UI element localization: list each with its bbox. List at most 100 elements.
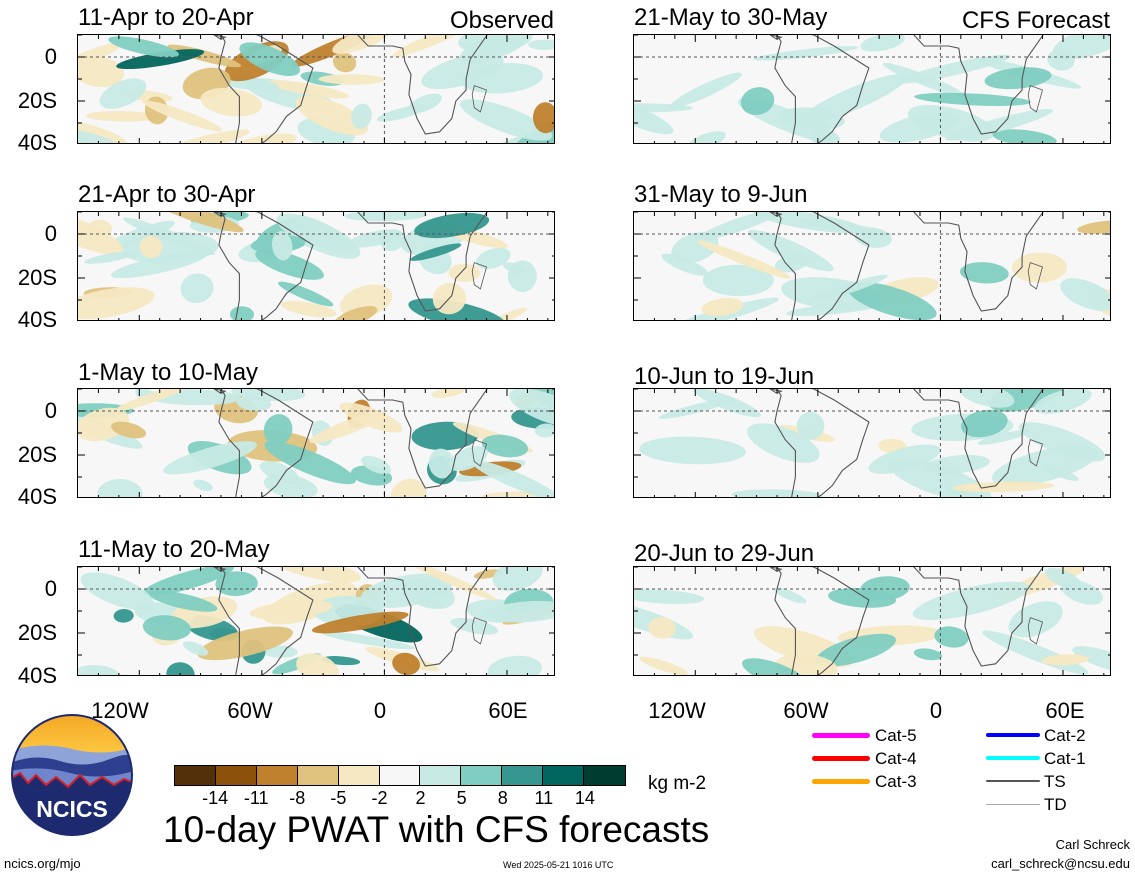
y-tick-20s-row1: 20S — [17, 88, 57, 113]
panel-title-left-3: 1-May to 10-May — [78, 359, 259, 386]
pwat-anomaly-blob — [1012, 252, 1068, 283]
pwat-anomaly-blob — [142, 615, 191, 641]
pwat-anomaly-blob — [266, 80, 349, 99]
pwat-anomaly-blob — [450, 618, 499, 635]
pwat-anomaly-blob — [200, 87, 262, 117]
y-tick-0-row1: 0 — [44, 44, 57, 69]
pwat-anomaly-blob — [86, 110, 158, 122]
pwat-anomaly-blob — [390, 478, 427, 497]
pwat-anomaly-blob — [414, 212, 490, 239]
coastline — [913, 35, 1044, 135]
pwat-anomaly-blob — [459, 99, 553, 141]
colorbar-swatch — [461, 766, 503, 785]
colorbar-swatch — [379, 766, 421, 785]
legend-line-td — [986, 804, 1040, 805]
pwat-anomaly-blob — [272, 567, 361, 583]
y-tick-20s-row4: 20S — [17, 620, 57, 645]
pwat-anomaly-blob — [392, 652, 420, 675]
pwat-anomaly-blob — [1041, 654, 1090, 666]
pwat-anomaly-blob — [747, 423, 820, 463]
coastline — [1027, 85, 1043, 113]
y-tick-0-row3: 0 — [44, 398, 57, 423]
pwat-anomaly-blob — [334, 306, 378, 320]
x-tick-0-right: 0 — [929, 698, 943, 723]
pwat-anomaly-blob — [344, 212, 428, 222]
pwat-anomaly-blob — [958, 389, 1015, 408]
pwat-anomaly-blob — [351, 103, 372, 129]
coastline — [213, 389, 227, 395]
map-field — [634, 389, 1110, 497]
pwat-anomaly-blob — [151, 212, 244, 233]
pwat-anomaly-blob — [408, 298, 507, 320]
colorbar-label: -8 — [289, 788, 306, 808]
coastline — [357, 212, 488, 312]
colorbar-swatch — [502, 766, 544, 785]
pwat-anomaly-blob — [740, 87, 775, 116]
pwat-anomaly-blob — [116, 49, 205, 70]
pwat-anomaly-blob — [534, 423, 554, 438]
pwat-anomaly-blob — [483, 307, 528, 320]
pwat-anomaly-blob — [78, 664, 122, 675]
pwat-anomaly-blob — [78, 287, 155, 320]
map-panel-observed-4 — [77, 566, 555, 676]
pwat-anomaly-blob — [481, 434, 528, 458]
coastline — [213, 212, 227, 218]
pwat-anomaly-blob — [111, 421, 147, 439]
pwat-anomaly-blob — [661, 253, 709, 276]
pwat-anomaly-blob — [696, 240, 791, 279]
colorbar-swatch — [420, 766, 462, 785]
pwat-anomaly-blob — [1034, 389, 1092, 414]
coastline — [1027, 262, 1043, 290]
pwat-anomaly-blob — [458, 35, 533, 54]
pwat-anomaly-blob — [84, 251, 136, 264]
coastline — [774, 212, 870, 320]
coastline — [1027, 439, 1043, 467]
legend-label-cat5: Cat-5 — [875, 726, 917, 745]
coastline — [218, 212, 314, 320]
pwat-anomaly-blob — [78, 56, 125, 88]
panel-title-right-2: 31-May to 9-Jun — [634, 181, 808, 208]
pwat-anomaly-blob — [846, 281, 937, 320]
colorbar-swatch — [338, 766, 380, 785]
pwat-anomaly-blob — [882, 62, 966, 97]
pwat-anomaly-blob — [934, 626, 969, 648]
pwat-anomaly-blob — [108, 36, 179, 58]
observed-label: Observed — [449, 7, 554, 34]
coastline — [913, 212, 1044, 312]
pwat-anomaly-blob — [405, 567, 497, 601]
pwat-anomaly-blob — [295, 95, 369, 136]
map-field — [78, 212, 554, 320]
coastline — [213, 35, 227, 41]
map-field — [634, 35, 1110, 143]
pwat-anomaly-blob — [236, 395, 272, 411]
panel-title-right-4: 20-Jun to 29-Jun — [634, 540, 815, 567]
pwat-anomaly-blob — [992, 129, 1057, 143]
pwat-anomaly-blob — [528, 39, 554, 50]
coastline — [218, 567, 314, 675]
footer-url[interactable]: ncics.org/mjo — [4, 856, 81, 871]
pwat-anomaly-blob — [502, 262, 526, 273]
map-field — [634, 212, 1110, 320]
x-tick-120w-right: 120W — [648, 698, 706, 723]
pwat-anomaly-blob — [78, 407, 130, 442]
coastline — [1027, 617, 1043, 645]
panel-title-right-3: 10-Jun to 19-Jun — [634, 363, 815, 390]
pwat-anomaly-blob — [658, 398, 734, 419]
colorbar-label: -11 — [243, 788, 269, 808]
pwat-anomaly-blob — [142, 100, 223, 132]
footer-email[interactable]: carl_schreck@ncsu.edu — [991, 856, 1130, 871]
coastline — [471, 262, 487, 290]
pwat-anomaly-blob — [276, 213, 361, 259]
map-field — [634, 567, 1110, 675]
legend-label-cat3: Cat-3 — [875, 772, 917, 791]
footer-timestamp: Wed 2025-05-21 1016 UTC — [503, 860, 614, 870]
colorbar-swatch — [297, 766, 339, 785]
pwat-anomaly-blob — [153, 129, 250, 143]
coastline — [218, 35, 314, 143]
map-field — [78, 567, 554, 675]
coastline — [769, 212, 783, 218]
pwat-anomaly-blob — [977, 430, 1029, 445]
pwat-anomaly-blob — [421, 52, 504, 90]
colorbar-label: -2 — [371, 788, 388, 808]
pwat-anomaly-blob — [142, 567, 234, 596]
